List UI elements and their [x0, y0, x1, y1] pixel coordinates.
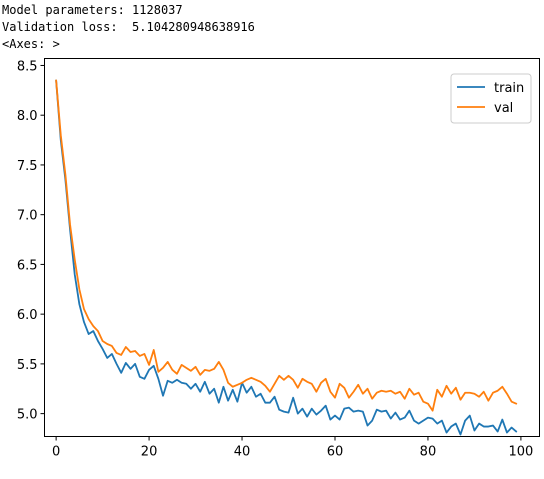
x-tick-label: 60 — [327, 445, 344, 460]
legend-train-label: train — [494, 81, 524, 96]
series-lines — [55, 79, 518, 436]
y-tick-label: 8.0 — [17, 109, 38, 124]
y-tick-label: 7.5 — [17, 159, 38, 174]
x-axis: 0 20 40 60 80 100 — [52, 436, 533, 460]
y-tick-label: 6.0 — [17, 308, 38, 323]
y-axis: 5.0 5.5 6.0 6.5 7.0 7.5 8.0 8.5 — [17, 59, 45, 423]
x-tick-label: 40 — [234, 445, 251, 460]
series-line-val — [55, 79, 518, 412]
y-tick-label: 5.5 — [17, 358, 38, 373]
model-parameters-text: Model parameters: 1128037 — [2, 3, 183, 17]
y-tick-label: 5.0 — [17, 408, 38, 423]
validation-loss-text: Validation loss: 5.104280948638916 — [2, 20, 255, 34]
axes-repr-text: <Axes: > — [2, 37, 60, 51]
x-tick-label: 0 — [52, 445, 60, 460]
x-tick-label: 20 — [141, 445, 158, 460]
x-tick-label: 100 — [508, 445, 533, 460]
legend: train val — [450, 73, 532, 124]
y-tick-label: 7.0 — [17, 209, 38, 224]
y-tick-label: 8.5 — [17, 59, 38, 74]
x-tick-label: 80 — [420, 445, 437, 460]
series-line-train — [55, 79, 518, 436]
y-tick-label: 6.5 — [17, 258, 38, 273]
legend-val-label: val — [494, 101, 513, 116]
